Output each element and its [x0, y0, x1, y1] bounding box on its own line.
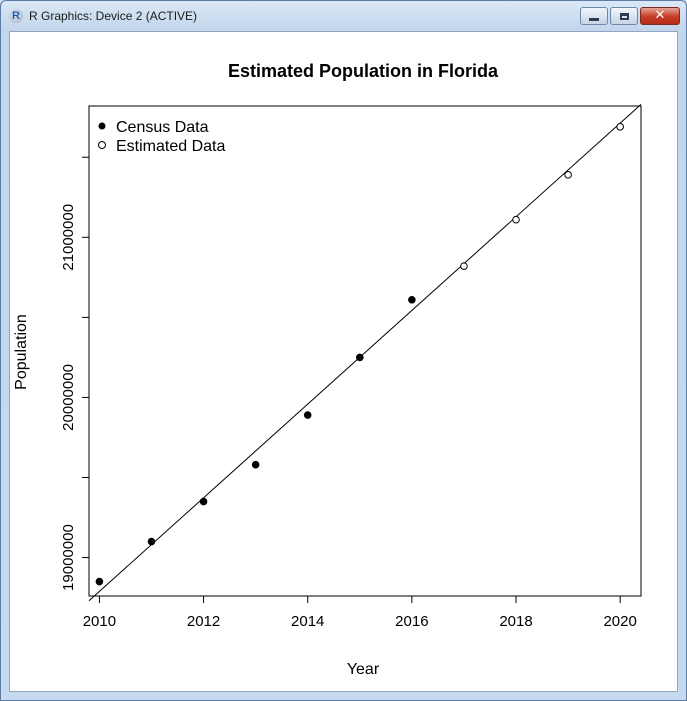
census-data-point	[303, 411, 312, 419]
x-tick-label: 2012	[187, 613, 220, 630]
census-data-point	[147, 537, 156, 546]
title-bar[interactable]: R R Graphics: Device 2 (ACTIVE) ✕	[1, 1, 686, 31]
r-logo-icon: R	[9, 9, 23, 23]
legend-label-census: Census Data	[116, 119, 209, 136]
census-data-point	[408, 295, 416, 304]
census-data-point	[199, 497, 208, 506]
data-points	[95, 123, 624, 586]
estimated-data-point	[460, 262, 468, 270]
minimize-icon	[589, 17, 599, 21]
legend-label-estimated: Estimated Data	[116, 138, 225, 155]
graphics-canvas: Estimated Population in Florida Year Pop…	[9, 31, 678, 692]
estimated-data-point	[564, 171, 572, 179]
legend-marker-estimated	[98, 141, 106, 149]
x-tick-label: 2020	[603, 613, 636, 630]
x-axis: 2010 2012 2014 2016 2018 2020	[83, 595, 637, 630]
census-data-point	[95, 577, 104, 586]
trend-line-layer	[88, 104, 642, 602]
estimated-data-point	[512, 215, 520, 224]
y-axis-label: Population	[13, 314, 30, 390]
scatter-chart: Estimated Population in Florida Year Pop…	[13, 61, 642, 678]
trend-line	[88, 104, 642, 602]
minimize-button[interactable]	[580, 7, 608, 25]
maximize-button[interactable]	[610, 7, 638, 25]
chart-title: Estimated Population in Florida	[228, 61, 499, 81]
estimated-data-point	[616, 123, 624, 131]
legend-marker-census	[98, 122, 106, 130]
close-icon: ✕	[654, 8, 666, 23]
census-data-point	[355, 353, 364, 362]
legend: Census Data Estimated Data	[98, 119, 225, 155]
y-axis: 19000000 20000000 21000000	[60, 156, 90, 591]
y-tick-label: 21000000	[60, 204, 77, 271]
close-button[interactable]: ✕	[640, 7, 680, 25]
x-tick-label: 2018	[499, 613, 532, 630]
y-tick-label: 19000000	[60, 524, 77, 591]
x-tick-label: 2016	[395, 613, 428, 630]
x-axis-label: Year	[347, 661, 380, 678]
maximize-icon	[619, 12, 629, 20]
x-tick-label: 2014	[291, 613, 324, 630]
window-title: R Graphics: Device 2 (ACTIVE)	[29, 9, 198, 23]
census-data-point	[251, 460, 260, 469]
y-tick-label: 20000000	[60, 364, 77, 431]
x-tick-label: 2010	[83, 613, 116, 630]
